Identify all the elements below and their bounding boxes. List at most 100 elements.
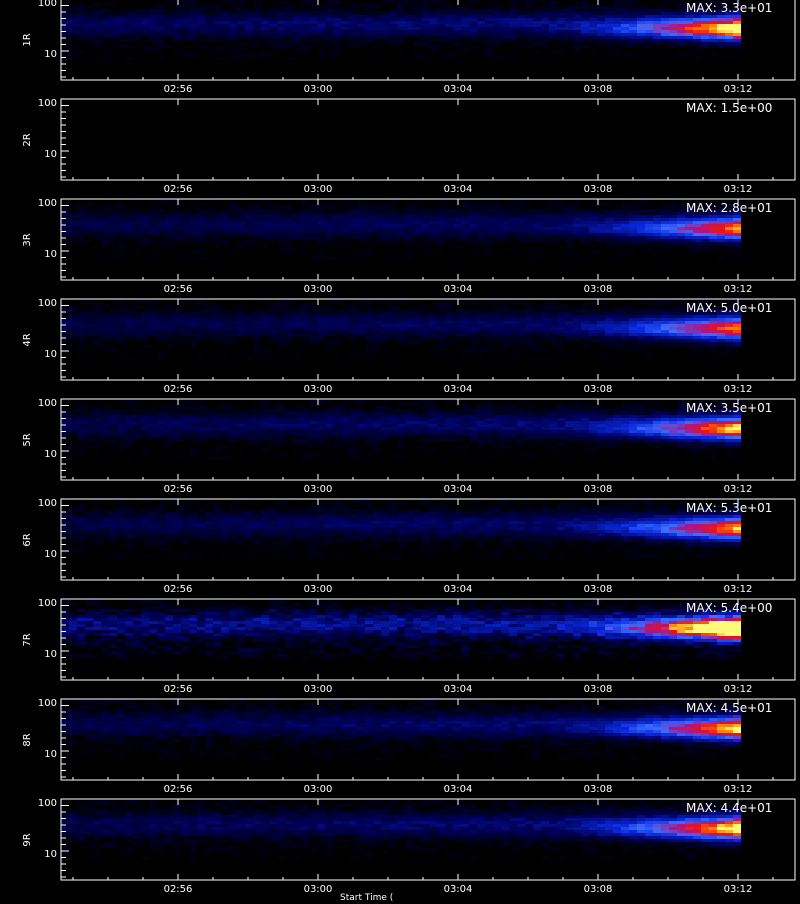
heatmap-cell xyxy=(397,424,405,427)
heatmap-cell xyxy=(325,236,333,239)
heatmap-cell xyxy=(357,218,365,221)
heatmap-cell xyxy=(453,448,461,451)
heatmap-cell xyxy=(109,348,117,351)
heatmap-cell xyxy=(229,303,237,306)
heatmap-cell xyxy=(269,309,277,312)
heatmap-cell xyxy=(405,415,413,418)
heatmap-cell xyxy=(597,230,605,233)
heatmap-cell xyxy=(437,212,445,215)
heatmap-cell xyxy=(485,324,493,327)
heatmap-cell xyxy=(269,36,277,39)
heatmap-cell xyxy=(485,224,493,227)
heatmap-cell xyxy=(381,212,389,215)
heatmap-cell xyxy=(341,218,349,221)
heatmap-cell xyxy=(213,415,221,418)
heatmap-cell xyxy=(133,251,141,254)
heatmap-cell xyxy=(669,24,677,27)
heatmap-cell xyxy=(541,418,549,421)
heatmap-cell xyxy=(517,212,525,215)
heatmap-cell xyxy=(357,242,365,245)
heatmap-cell xyxy=(565,15,573,18)
heatmap-cell xyxy=(365,227,373,230)
heatmap-cell xyxy=(253,336,261,339)
heatmap-cell xyxy=(605,324,613,327)
heatmap-cell xyxy=(381,30,389,33)
heatmap-cell xyxy=(101,427,109,430)
heatmap-cell xyxy=(597,442,605,445)
heatmap-cell xyxy=(261,409,269,412)
heatmap-cell xyxy=(277,21,285,24)
heatmap-cell xyxy=(109,212,117,215)
heatmap-cell xyxy=(709,315,717,318)
heatmap-cell xyxy=(341,230,349,233)
heatmap-cell xyxy=(373,6,381,9)
heatmap-cell xyxy=(101,36,109,39)
heatmap-cell xyxy=(261,21,269,24)
heatmap-cell xyxy=(493,57,501,60)
heatmap-cell xyxy=(661,412,669,415)
heatmap-cell xyxy=(461,427,469,430)
heatmap-cell xyxy=(557,457,565,460)
heatmap-cell xyxy=(413,448,421,451)
heatmap-cell xyxy=(533,239,541,242)
heatmap-cell xyxy=(685,324,693,327)
heatmap-cell xyxy=(437,15,445,18)
heatmap-cell xyxy=(253,333,261,336)
heatmap-cell xyxy=(365,312,373,315)
heatmap-cell xyxy=(365,454,373,457)
heatmap-cell xyxy=(533,9,541,12)
heatmap-cell xyxy=(661,415,669,418)
heatmap-cell xyxy=(637,433,645,436)
heatmap-cell xyxy=(493,227,501,230)
heatmap-cell xyxy=(205,418,213,421)
heatmap-cell xyxy=(365,436,373,439)
heatmap-cell xyxy=(573,21,581,24)
heatmap-cell xyxy=(141,433,149,436)
heatmap-cell xyxy=(637,424,645,427)
heatmap-cell xyxy=(61,54,69,57)
heatmap-cell xyxy=(373,418,381,421)
heatmap-cell xyxy=(213,330,221,333)
heatmap-cell xyxy=(317,248,325,251)
heatmap-cell xyxy=(613,421,621,424)
heatmap-cell xyxy=(477,39,485,42)
heatmap-cell xyxy=(629,251,637,254)
heatmap-cell xyxy=(653,445,661,448)
heatmap-cell xyxy=(325,421,333,424)
heatmap-cell xyxy=(637,6,645,9)
heatmap-cell xyxy=(469,436,477,439)
heatmap-cell xyxy=(157,333,165,336)
heatmap-cell xyxy=(125,18,133,21)
heatmap-cell xyxy=(637,45,645,48)
heatmap-cell xyxy=(421,312,429,315)
heatmap-cell xyxy=(677,54,685,57)
heatmap-cell xyxy=(117,257,125,260)
heatmap-cell xyxy=(517,400,525,403)
heatmap-cell xyxy=(133,12,141,15)
heatmap-cell xyxy=(525,18,533,21)
heatmap-cell xyxy=(653,418,661,421)
heatmap-cell xyxy=(581,333,589,336)
heatmap-cell xyxy=(549,33,557,36)
heatmap-cell xyxy=(733,339,741,342)
heatmap-cell xyxy=(685,318,693,321)
heatmap-cell xyxy=(413,24,421,27)
heatmap-cell xyxy=(669,318,677,321)
heatmap-cell xyxy=(309,257,317,260)
heatmap-cell xyxy=(389,9,397,12)
heatmap-cell xyxy=(493,351,501,354)
heatmap-cell xyxy=(477,421,485,424)
heatmap-cell xyxy=(517,224,525,227)
heatmap-cell xyxy=(197,409,205,412)
heatmap-cell xyxy=(645,15,653,18)
heatmap-cell xyxy=(253,309,261,312)
heatmap-cell xyxy=(125,312,133,315)
heatmap-cell xyxy=(581,30,589,33)
heatmap-cell xyxy=(677,306,685,309)
heatmap-cell xyxy=(597,315,605,318)
heatmap-cell xyxy=(485,36,493,39)
heatmap-cell xyxy=(149,415,157,418)
heatmap-cell xyxy=(285,224,293,227)
heatmap-cell xyxy=(469,309,477,312)
heatmap-cell xyxy=(325,309,333,312)
